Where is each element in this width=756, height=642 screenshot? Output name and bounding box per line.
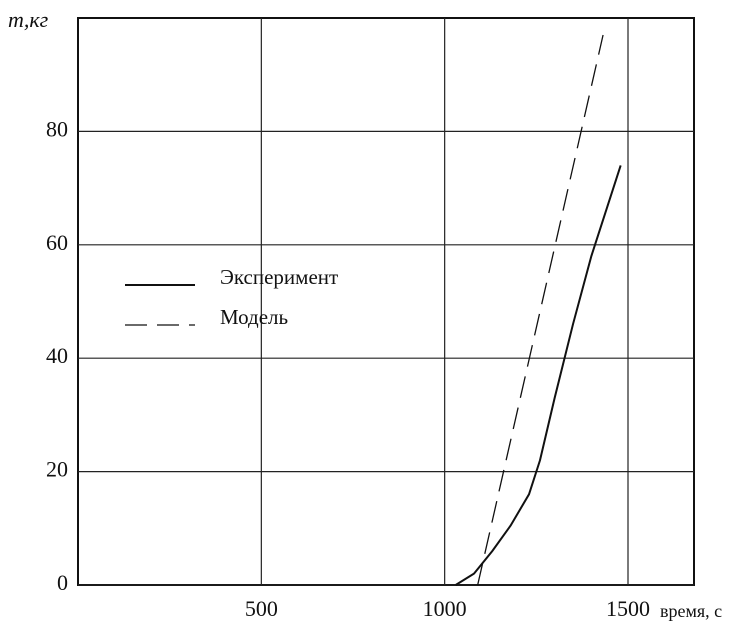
- x-tick-label: 1000: [423, 596, 467, 621]
- x-axis-label: время, с: [660, 601, 722, 621]
- plot-frame: [77, 17, 695, 586]
- data-line: [477, 34, 604, 586]
- y-tick-label: 80: [46, 116, 68, 141]
- legend-label: Модель: [220, 305, 288, 329]
- x-tick-label: 1500: [606, 596, 650, 621]
- y-tick-label: 60: [46, 230, 68, 255]
- legend-label: Эксперимент: [220, 265, 338, 289]
- y-tick-label: 40: [46, 343, 68, 368]
- y-axis-label: m,кг: [8, 7, 49, 32]
- y-tick-label: 0: [57, 570, 68, 595]
- x-tick-label: 500: [245, 596, 278, 621]
- y-tick-label: 20: [46, 457, 68, 482]
- data-line: [455, 165, 622, 586]
